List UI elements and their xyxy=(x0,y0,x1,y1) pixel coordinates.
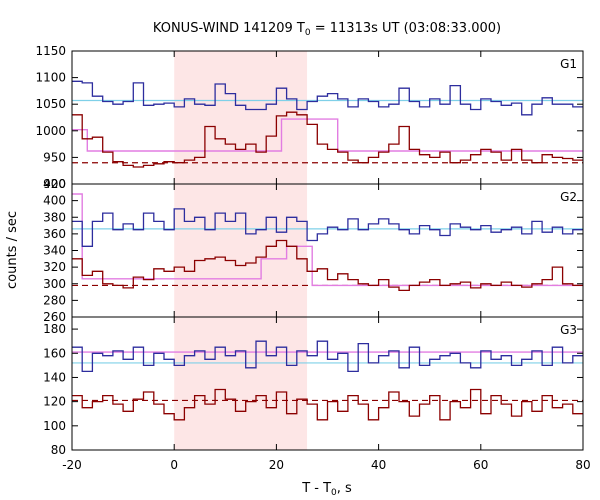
series-high-g1 xyxy=(72,80,583,116)
y-tick-label: 900 xyxy=(43,177,66,191)
y-tick-label: 140 xyxy=(43,370,66,384)
x-tick-label: 0 xyxy=(170,458,178,472)
panel-g2: 260 280 300 320 340 360 380 400 420 G2 xyxy=(43,177,584,324)
series-high-g3 xyxy=(72,340,583,373)
shaded-interval xyxy=(174,317,308,450)
panel-plot xyxy=(72,80,583,168)
series-high-g2 xyxy=(72,208,583,247)
y-axis-label: counts / sec xyxy=(5,211,20,289)
y-tick-label: 950 xyxy=(43,150,66,164)
panel-label: G1 xyxy=(560,57,577,71)
panel-label: G2 xyxy=(560,190,577,204)
shaded-interval xyxy=(174,51,308,184)
y-tick-label: 1000 xyxy=(35,124,66,138)
y-tick-label: 360 xyxy=(43,227,66,241)
y-tick-label: 100 xyxy=(43,419,66,433)
y-tick-label: 260 xyxy=(43,310,66,324)
title-subscript: 0 xyxy=(305,28,311,38)
x-tick-label: 20 xyxy=(269,458,284,472)
y-tick-label: 1150 xyxy=(35,44,66,58)
panel-label: G3 xyxy=(560,323,577,337)
fit-curve xyxy=(72,118,583,152)
x-tick-label: 60 xyxy=(473,458,488,472)
series-low-g2 xyxy=(72,239,583,292)
panel-frame xyxy=(71,50,584,185)
y-tick-label: 160 xyxy=(43,346,66,360)
y-tick-label: 1100 xyxy=(35,71,66,85)
y-tick-label: 420 xyxy=(43,177,66,191)
x-axis-label: T - T0, s xyxy=(301,481,352,498)
shaded-interval xyxy=(174,184,308,317)
y-tick-label: 120 xyxy=(43,395,66,409)
y-tick-label: 180 xyxy=(43,322,66,336)
x-tick-label: 40 xyxy=(371,458,386,472)
panel-g1: 900 950 1000 1050 1100 1150 G1 xyxy=(35,44,584,191)
chart-title: KONUS-WIND 141209 T0 = 11313s UT (03:08:… xyxy=(153,21,501,38)
y-tick-label: 400 xyxy=(43,194,66,208)
xlabel-subscript: 0 xyxy=(331,488,337,498)
panels: 9009501000105011001150G12602803003203403… xyxy=(35,44,590,472)
panel-frame xyxy=(71,183,584,318)
series-low-g3 xyxy=(72,388,583,421)
y-tick-label: 320 xyxy=(43,260,66,274)
y-tick-label: 340 xyxy=(43,244,66,258)
y-tick-label: 300 xyxy=(43,277,66,291)
x-tick-label: -20 xyxy=(62,458,82,472)
series-low-g1 xyxy=(72,111,583,168)
panel-frame xyxy=(71,316,584,451)
y-tick-label: 80 xyxy=(51,443,66,457)
x-tick-label: 80 xyxy=(575,458,590,472)
y-tick-label: 1050 xyxy=(35,97,66,111)
y-tick-label: 380 xyxy=(43,210,66,224)
panel-g3: 80 100 120 140 160 180 G3 xyxy=(43,316,584,457)
y-tick-label: 280 xyxy=(43,293,66,307)
panel-plot xyxy=(72,340,583,421)
panel-plot xyxy=(72,193,583,292)
